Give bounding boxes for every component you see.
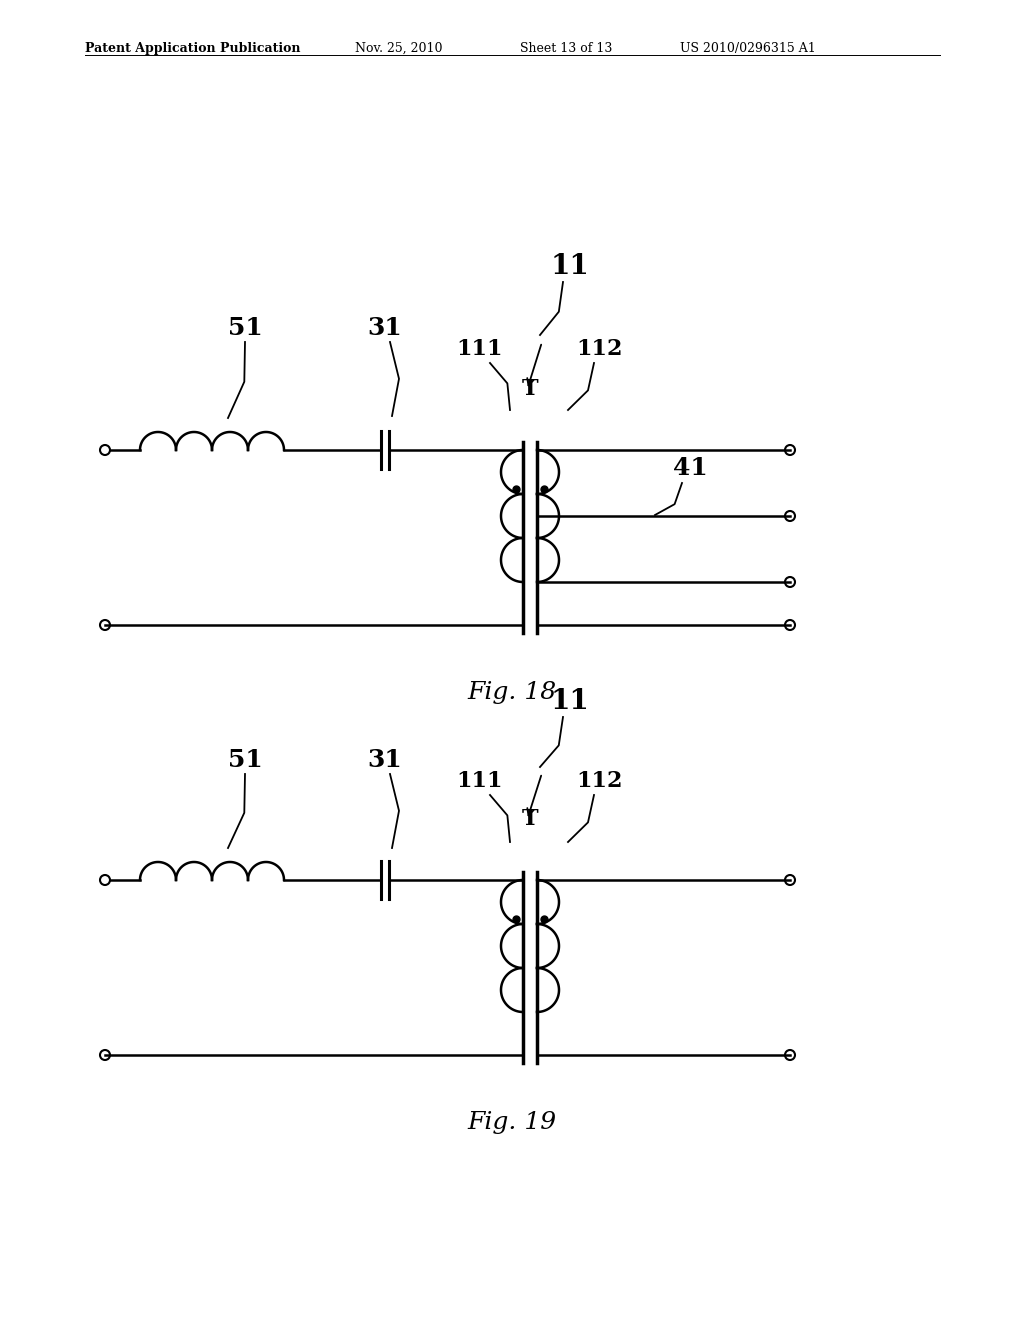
Text: US 2010/0296315 A1: US 2010/0296315 A1 <box>680 42 816 55</box>
Text: 51: 51 <box>227 315 262 341</box>
Text: Sheet 13 of 13: Sheet 13 of 13 <box>520 42 612 55</box>
Text: 31: 31 <box>368 315 402 341</box>
Text: 111: 111 <box>457 338 503 360</box>
Text: Nov. 25, 2010: Nov. 25, 2010 <box>355 42 442 55</box>
Text: 112: 112 <box>577 338 624 360</box>
Text: Patent Application Publication: Patent Application Publication <box>85 42 300 55</box>
Text: T: T <box>521 378 539 400</box>
Text: 111: 111 <box>457 770 503 792</box>
Text: 41: 41 <box>673 455 708 480</box>
Text: 31: 31 <box>368 748 402 772</box>
Text: 11: 11 <box>551 253 590 280</box>
Text: 11: 11 <box>551 688 590 715</box>
Text: T: T <box>521 808 539 830</box>
Text: Fig. 19: Fig. 19 <box>467 1110 557 1134</box>
Text: 112: 112 <box>577 770 624 792</box>
Text: 51: 51 <box>227 748 262 772</box>
Text: Fig. 18: Fig. 18 <box>467 681 557 704</box>
